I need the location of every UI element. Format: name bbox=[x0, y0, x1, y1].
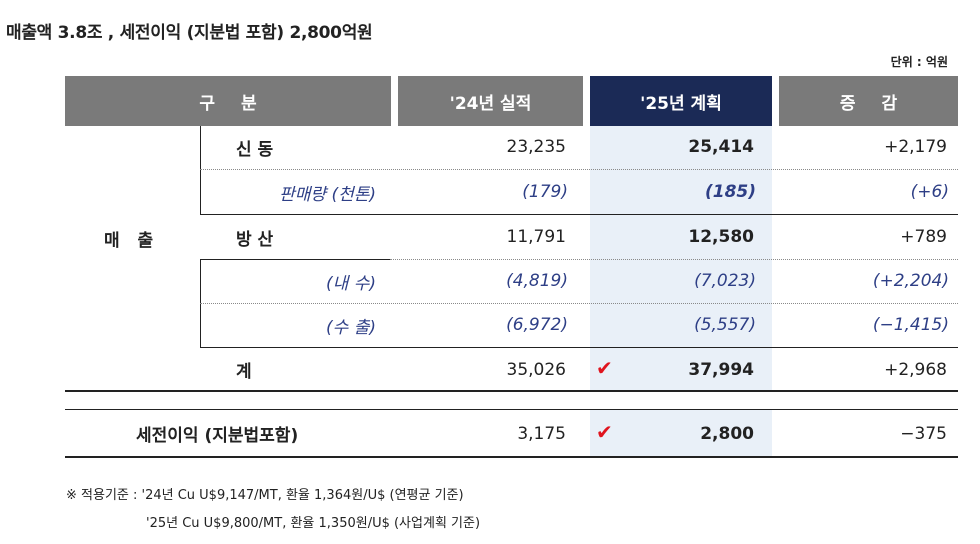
cell-change: +2,968 bbox=[884, 360, 947, 380]
header-category: 구분 bbox=[65, 76, 391, 126]
subgroup-border bbox=[200, 259, 390, 260]
row-label-total: 계 bbox=[236, 361, 252, 382]
row-separator bbox=[200, 169, 958, 170]
cell-change: (+6) bbox=[910, 182, 949, 202]
plan-column-bg bbox=[590, 126, 772, 390]
page-title: 매출액 3.8조 , 세전이익 (지분법 포함) 2,800억원 bbox=[6, 23, 373, 43]
row-label-pretax-income: 세전이익 (지분법포함) bbox=[136, 425, 299, 446]
row-label-bangsan: 방 산 bbox=[236, 229, 274, 250]
row-separator bbox=[200, 303, 958, 304]
pretax-top-border bbox=[65, 409, 958, 410]
cell-change: (−1,415) bbox=[872, 315, 949, 335]
row-label-shindong: 신 동 bbox=[236, 139, 274, 160]
row-label-export: (수 출) bbox=[326, 317, 376, 338]
group-divider bbox=[200, 126, 201, 214]
cell-2024: (6,972) bbox=[506, 315, 568, 335]
cell-2025: (185) bbox=[704, 182, 756, 202]
cell-change: +2,179 bbox=[884, 137, 947, 157]
row-separator bbox=[390, 259, 958, 260]
cell-2024: 11,791 bbox=[506, 227, 566, 247]
table-bottom-border bbox=[65, 456, 958, 458]
cell-2024: (4,819) bbox=[506, 271, 568, 291]
header-change: 증감 bbox=[779, 76, 958, 126]
unit-label: 단위 : 억원 bbox=[890, 55, 948, 69]
cell-2024: (179) bbox=[522, 182, 568, 202]
cell-2025: 25,414 bbox=[688, 137, 754, 157]
row-label-domestic: (내 수) bbox=[326, 273, 376, 294]
cell-2025: 2,800 bbox=[700, 424, 754, 444]
cell-change: (+2,204) bbox=[872, 271, 949, 291]
cell-2024: 3,175 bbox=[517, 424, 566, 444]
header-2025-plan: '25년 계획 bbox=[590, 76, 772, 126]
row-label-sales-volume: 판매량 (천톤) bbox=[279, 184, 376, 205]
cell-change: −375 bbox=[900, 424, 947, 444]
sales-group-label: 매 출 bbox=[104, 230, 160, 251]
check-mark-icon: ✔ bbox=[596, 356, 613, 380]
cell-2025: (7,023) bbox=[694, 271, 756, 291]
cell-2025: 12,580 bbox=[688, 227, 754, 247]
cell-2025: 37,994 bbox=[688, 360, 754, 380]
footnote-line-1: ※ 적용기준 : '24년 Cu U$9,147/MT, 환율 1,364원/U… bbox=[66, 488, 464, 503]
cell-2025: (5,557) bbox=[694, 315, 756, 335]
total-bottom-border bbox=[65, 390, 958, 392]
cell-2024: 23,235 bbox=[506, 137, 566, 157]
plan-column-bg-pretax bbox=[590, 410, 772, 457]
row-border bbox=[200, 347, 958, 348]
check-mark-icon: ✔ bbox=[596, 420, 613, 444]
cell-change: +789 bbox=[900, 227, 947, 247]
header-2024-actual: '24년 실적 bbox=[398, 76, 583, 126]
footnote-line-2: '25년 Cu U$9,800/MT, 환율 1,350원/U$ (사업계획 기… bbox=[146, 516, 481, 531]
row-border bbox=[200, 214, 958, 215]
cell-2024: 35,026 bbox=[506, 360, 566, 380]
